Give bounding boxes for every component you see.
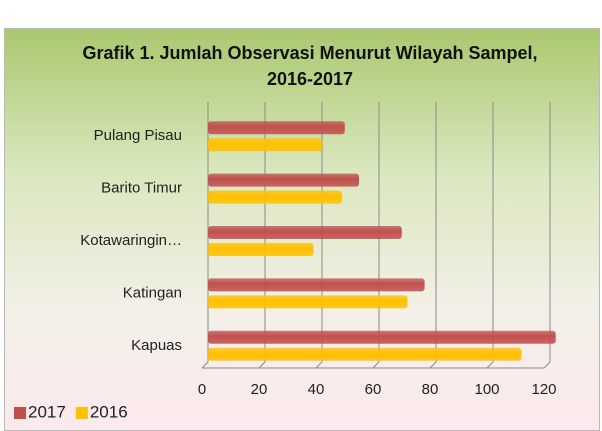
bar <box>208 330 556 344</box>
y-tick-label: Kotawaringin… <box>80 232 182 249</box>
tick-mark <box>486 361 494 369</box>
legend-label: 2016 <box>90 402 128 421</box>
bar <box>208 347 522 361</box>
bar <box>208 173 360 187</box>
bar <box>208 278 425 292</box>
x-tick-label: 100 <box>474 381 499 398</box>
x-tick-label: 120 <box>531 381 556 398</box>
x-tick-label: 40 <box>308 381 325 398</box>
y-tick-label: Barito Timur <box>101 180 182 197</box>
tick-mark <box>258 361 266 369</box>
tick-mark <box>429 361 437 369</box>
y-tick-label: Katingan <box>123 284 182 301</box>
bar <box>208 138 322 152</box>
y-tick-label: Pulang Pisau <box>94 127 182 144</box>
tick-mark <box>543 361 551 369</box>
x-tick-label: 0 <box>198 381 206 398</box>
chart-title: Grafik 1. Jumlah Observasi Menurut Wilay… <box>82 43 538 89</box>
tick-mark <box>315 361 323 369</box>
bar <box>208 121 345 135</box>
legend-label: 2017 <box>28 402 66 421</box>
x-tick-label: 60 <box>365 381 382 398</box>
legend-swatch <box>75 407 88 419</box>
legend-swatch <box>14 407 26 419</box>
bar <box>208 295 408 309</box>
bar <box>208 190 342 204</box>
bar <box>208 243 314 256</box>
tick-mark <box>372 361 380 369</box>
y-tick-label: Kapuas <box>131 337 182 354</box>
x-tick-label: 80 <box>422 381 439 398</box>
x-tick-label: 20 <box>251 381 268 398</box>
bar <box>208 226 402 239</box>
tick-mark <box>201 361 209 369</box>
